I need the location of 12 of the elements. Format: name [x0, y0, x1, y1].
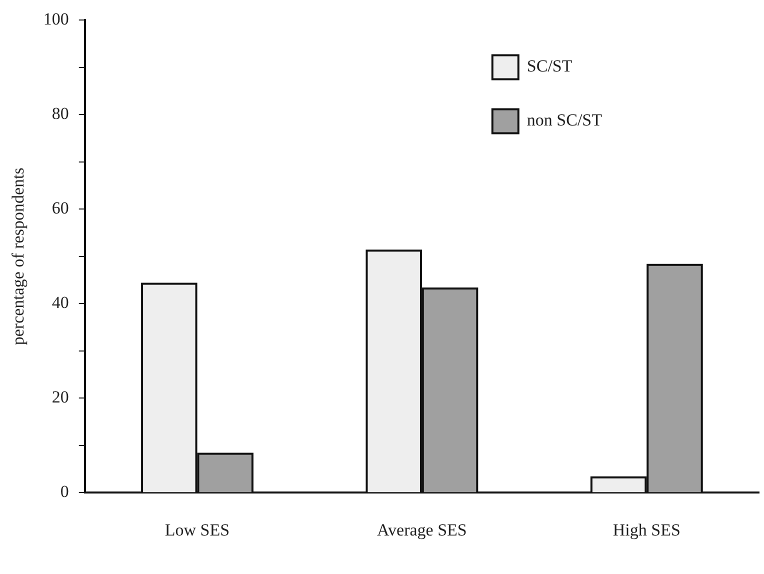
y-tick-label: 0: [60, 482, 69, 502]
legend-label: SC/ST: [526, 56, 573, 76]
y-axis-title: percentage of respondents: [8, 168, 28, 346]
y-tick-label: 80: [52, 104, 69, 124]
y-tick-label: 40: [52, 293, 69, 312]
x-tick-label: High SES: [612, 520, 680, 540]
legend-label: non SC/ST: [526, 110, 603, 130]
y-tick-label: 60: [52, 198, 69, 218]
y-tick-label: 20: [52, 388, 69, 407]
y-tick-label: 100: [43, 10, 69, 29]
x-tick-label: Average SES: [377, 520, 467, 540]
x-tick-label: Low SES: [164, 520, 230, 540]
